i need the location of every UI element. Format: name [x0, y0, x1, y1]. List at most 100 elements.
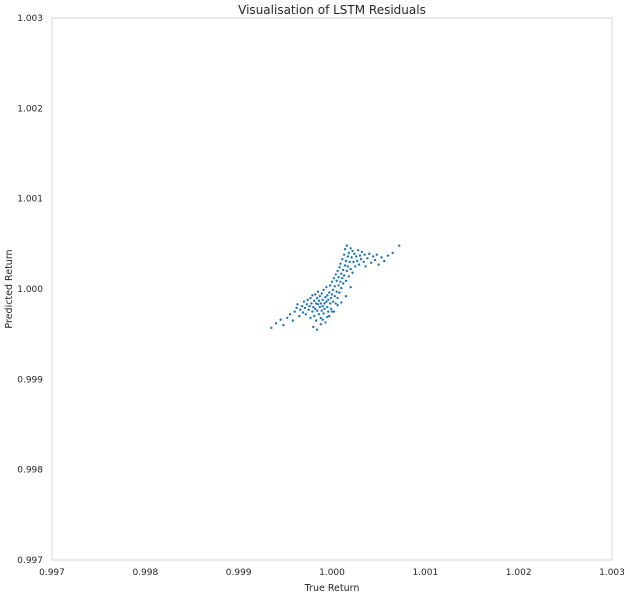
scatter-point [343, 248, 347, 251]
scatter-point [325, 285, 328, 289]
scatter-point [298, 314, 301, 318]
scatter-point [340, 272, 343, 275]
scatter-point [371, 255, 375, 258]
scatter-point [398, 244, 401, 247]
scatter-point [354, 265, 357, 268]
scatter-point [302, 300, 306, 303]
scatter-point [312, 305, 315, 309]
scatter-point [368, 252, 371, 255]
scatter-point [340, 286, 343, 290]
scatter-point [328, 314, 331, 318]
scatter-point [282, 323, 285, 327]
y-tick-labels: 0.997 0.998 0.999 1.000 1.001 1.002 1.003 [17, 14, 43, 566]
scatter-point [335, 279, 338, 283]
scatter-point [311, 310, 314, 313]
scatter-point [349, 267, 352, 271]
scatter-points [270, 244, 401, 331]
scatter-point [360, 250, 364, 254]
scatter-point [334, 273, 337, 276]
scatter-point [321, 298, 324, 302]
scatter-point [380, 256, 383, 259]
x-tick-label: 1.001 [412, 568, 438, 578]
scatter-point [366, 257, 369, 260]
scatter-point [286, 316, 289, 320]
scatter-point [334, 302, 337, 305]
scatter-point [323, 307, 326, 311]
scatter-point [330, 280, 334, 283]
scatter-point [356, 248, 360, 252]
scatter-point [348, 260, 351, 264]
scatter-point [322, 288, 325, 292]
scatter-point [324, 295, 327, 299]
scatter-point [314, 307, 317, 311]
scatter-point [346, 265, 350, 268]
scatter-point [312, 325, 315, 329]
scatter-point [307, 308, 310, 311]
scatter-point [339, 280, 342, 283]
x-axis-label: True Return [304, 583, 360, 594]
scatter-point [343, 264, 347, 267]
scatter-point [314, 293, 317, 296]
scatter-point [321, 304, 324, 308]
scatter-point [319, 302, 322, 305]
scatter-point [336, 296, 339, 300]
scatter-point [304, 313, 308, 316]
scatter-point [326, 305, 329, 309]
y-tick-label: 1.002 [17, 104, 43, 114]
scatter-point [346, 255, 350, 258]
scatter-point [314, 319, 318, 322]
scatter-point [317, 313, 321, 316]
scatter-point [339, 262, 342, 265]
scatter-point [362, 260, 365, 264]
scatter-point [345, 269, 349, 273]
scatter-point [344, 259, 348, 263]
scatter-point [324, 321, 327, 324]
scatter-point [318, 295, 322, 298]
scatter-point [293, 310, 296, 313]
scatter-point [338, 266, 341, 269]
scatter-point [332, 310, 336, 313]
scatter-point [299, 308, 302, 311]
scatter-point [315, 296, 319, 300]
x-tick-label: 1.002 [506, 568, 532, 578]
scatter-point [303, 306, 307, 310]
scatter-point [328, 302, 332, 305]
scatter-point [351, 249, 354, 253]
scatter-point [355, 255, 358, 258]
scatter-point [322, 312, 325, 315]
scatter-point [364, 265, 367, 268]
scatter-point [359, 257, 363, 261]
scatter-point [301, 311, 305, 314]
scatter-point [330, 310, 334, 313]
scatter-point [342, 253, 346, 256]
x-tick-label: 1.003 [599, 568, 625, 578]
scatter-point [330, 293, 334, 296]
scatter-point [336, 269, 339, 273]
scatter-point [357, 263, 361, 266]
scatter-point [311, 294, 314, 297]
scatter-point [342, 282, 345, 285]
scatter-point [295, 306, 298, 310]
scatter-point [332, 276, 336, 280]
scatter-point [296, 303, 299, 306]
scatter-point [342, 274, 346, 277]
x-tick-label: 0.997 [39, 568, 65, 578]
x-tick-label: 1.000 [319, 568, 345, 578]
scatter-point [279, 318, 282, 321]
scatter-point [358, 254, 362, 257]
scatter-point [342, 268, 345, 272]
scatter-point [337, 276, 340, 279]
y-tick-label: 0.999 [17, 375, 43, 385]
scatter-point [320, 309, 323, 312]
scatter-point [319, 316, 322, 320]
scatter-point [323, 302, 326, 305]
scatter-point [391, 251, 394, 255]
scatter-point [313, 314, 316, 318]
scatter-point [326, 294, 329, 297]
scatter-point [370, 261, 373, 264]
y-tick-label: 1.003 [17, 14, 43, 24]
scatter-point [317, 299, 321, 302]
scatter-point [310, 302, 313, 305]
scatter-point [338, 291, 341, 294]
